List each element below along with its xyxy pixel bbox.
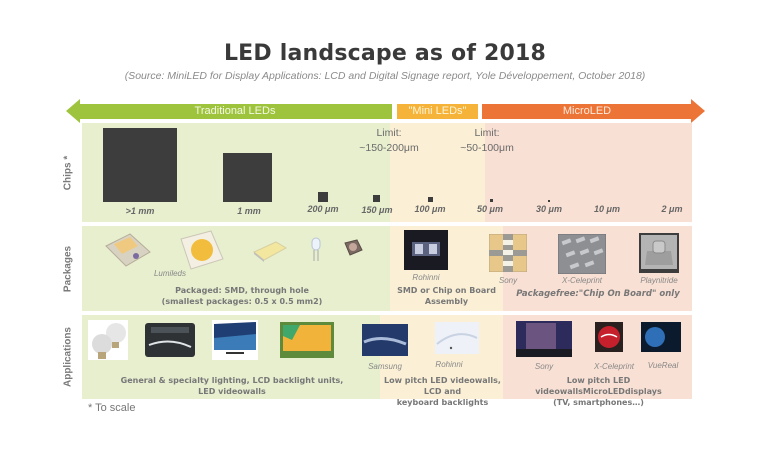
chip-label: 1 mm bbox=[237, 206, 261, 216]
packages-mini-caption: SMD or Chip on Board Assembly bbox=[390, 285, 503, 307]
chips-row: >1 mm 1 mm 200 μm 150 μm 100 μm 50 μm 30… bbox=[82, 123, 692, 222]
app-image-vuereal-display bbox=[641, 322, 681, 352]
caption-line: SMD or Chip on Board bbox=[397, 286, 496, 295]
band-microled: MicroLED bbox=[482, 104, 692, 119]
limit-mini-line2: ~150-200μm bbox=[359, 142, 419, 154]
apps-mini-caption: Low pitch LED videowalls, LCD and keyboa… bbox=[375, 375, 510, 408]
brand-label: X-Celeprint bbox=[561, 276, 602, 285]
app-image-tv bbox=[212, 320, 258, 360]
chip-30um bbox=[548, 200, 550, 202]
package-image-rohinni bbox=[404, 230, 448, 270]
row-label-packages: Packages bbox=[62, 245, 74, 292]
apps-micro-caption: Low pitch LED videowallsMicroLEDdisplays… bbox=[507, 375, 690, 408]
band-traditional-leds: Traditional LEDs bbox=[78, 104, 392, 119]
caption-line: General & specialty lighting, LCD backli… bbox=[120, 376, 344, 385]
chip-label: 50 μm bbox=[477, 204, 503, 214]
package-image-top-led bbox=[344, 239, 363, 256]
app-image-x-celeprint-display bbox=[595, 322, 623, 352]
chip-1mm bbox=[223, 153, 272, 202]
chips-zone-micro bbox=[485, 123, 692, 222]
chip-label: 150 μm bbox=[361, 205, 393, 215]
packages-row: Lumileds Packaged: SMD, through hole (sm… bbox=[82, 226, 692, 311]
arrow-left-icon bbox=[66, 99, 80, 123]
limit-mini-line1: Limit: bbox=[376, 127, 402, 139]
caption-line: Assembly bbox=[424, 297, 469, 306]
brand-label: Playnitride bbox=[640, 276, 678, 285]
page-subtitle: (Source: MiniLED for Display Application… bbox=[124, 70, 646, 82]
limit-micro-line2: ~50-100μm bbox=[460, 142, 514, 154]
brand-label: Samsung bbox=[368, 362, 402, 371]
app-image-rohinni-backlight bbox=[435, 322, 479, 354]
caption-line: keyboard backlights bbox=[396, 398, 489, 407]
app-image-samsung-videowall bbox=[362, 324, 408, 356]
arrow-right-icon bbox=[691, 99, 705, 123]
applications-row: General & specialty lighting, LCD backli… bbox=[82, 315, 692, 407]
apps-traditional-caption: General & specialty lighting, LCD backli… bbox=[112, 375, 352, 397]
chip-200um bbox=[318, 192, 328, 202]
chip-label: >1 mm bbox=[125, 206, 155, 216]
chip-100um bbox=[428, 197, 433, 202]
chip-50um bbox=[490, 199, 493, 202]
caption-line: (TV, smartphones…) bbox=[553, 398, 644, 407]
app-image-bulbs bbox=[88, 320, 128, 360]
brand-label: Lumileds bbox=[153, 269, 186, 278]
chip-gt-1mm bbox=[103, 128, 177, 202]
caption-part: Low pitch LED videowalls bbox=[535, 376, 631, 396]
caption-line: LED videowalls bbox=[198, 387, 266, 396]
brand-label: Rohinni bbox=[412, 273, 440, 282]
limit-micro-line1: Limit: bbox=[474, 127, 500, 139]
caption-line: (smallest packages: 0.5 x 0.5 mm2) bbox=[161, 297, 323, 306]
package-image-playnitride bbox=[639, 233, 679, 273]
app-image-billboard bbox=[280, 322, 334, 358]
row-label-applications: Applications bbox=[62, 326, 74, 388]
chip-label: 200 μm bbox=[307, 204, 339, 214]
packages-micro-caption: Packagefree:"Chip On Board" only bbox=[516, 289, 680, 299]
chip-label: 2 μm bbox=[661, 204, 683, 214]
footnote: * To scale bbox=[88, 402, 136, 414]
package-image-cob bbox=[180, 230, 224, 270]
chips-zone-mini bbox=[390, 123, 485, 222]
app-image-sony-display bbox=[516, 321, 572, 357]
brand-label: Sony bbox=[534, 362, 554, 371]
band-mini-leds: "Mini LEDs" bbox=[397, 104, 478, 119]
package-image-through-hole bbox=[311, 237, 321, 261]
caption-part: MicroLEDdisplays bbox=[582, 387, 662, 396]
package-image-lumileds bbox=[105, 233, 151, 267]
chip-label: 30 μm bbox=[536, 204, 562, 214]
caption-line: Low pitch LED videowalls, LCD and bbox=[384, 376, 501, 396]
chip-label: 100 μm bbox=[414, 204, 446, 214]
package-image-x-celeprint bbox=[558, 234, 606, 274]
row-label-chips: Chips * bbox=[62, 155, 74, 190]
brand-label: Rohinni bbox=[435, 360, 463, 369]
chip-label: 10 μm bbox=[594, 204, 620, 214]
package-image-smd bbox=[253, 241, 288, 262]
brand-label: VueReal bbox=[647, 361, 679, 370]
brand-label: Sony bbox=[498, 276, 518, 285]
package-image-sony bbox=[489, 234, 527, 272]
brand-label: X-Celeprint bbox=[593, 362, 634, 371]
limit-mini: Limit: ~150-200μm bbox=[344, 126, 434, 156]
app-image-car-headlight bbox=[145, 323, 195, 357]
chip-150um bbox=[373, 195, 380, 202]
caption-line: Packaged: SMD, through hole bbox=[175, 286, 309, 295]
packages-traditional-caption: Packaged: SMD, through hole (smallest pa… bbox=[122, 285, 362, 307]
caption-line: Low pitch LED videowallsMicroLEDdisplays bbox=[507, 375, 690, 397]
page-title: LED landscape as of 2018 bbox=[223, 41, 547, 66]
limit-micro: Limit: ~50-100μm bbox=[442, 126, 532, 156]
